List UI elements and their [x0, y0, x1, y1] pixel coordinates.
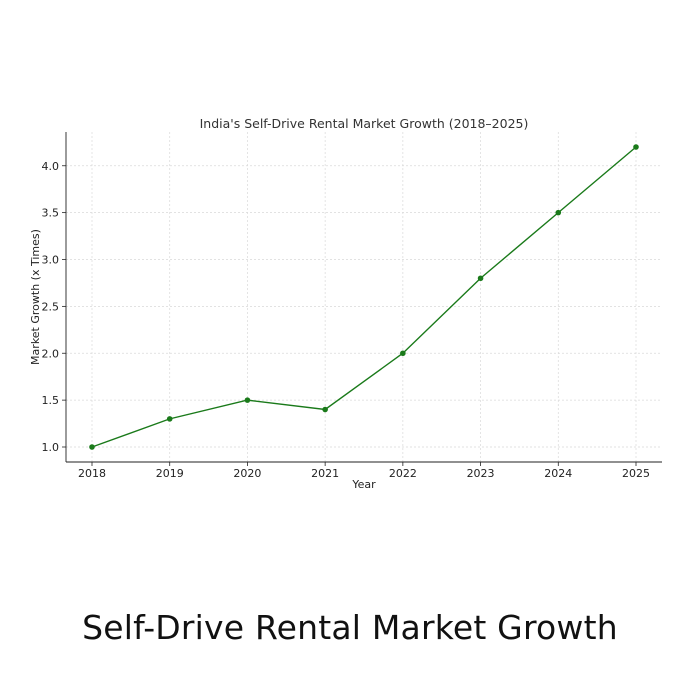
y-axis-ticks: 1.0 1.5 2.0 2.5 3.0 3.5 4.0	[42, 160, 66, 454]
line-chart: India's Self-Drive Rental Market Growth …	[29, 116, 662, 491]
data-point	[166, 416, 173, 422]
series-layer	[89, 144, 639, 450]
y-tick-label: 4.0	[42, 160, 60, 173]
x-axis-label: Year	[351, 478, 376, 491]
data-point	[555, 209, 562, 216]
series-line	[91, 146, 637, 448]
data-point	[477, 275, 484, 282]
x-tick-label: 2019	[156, 467, 184, 480]
y-tick-label: 2.5	[42, 300, 60, 313]
data-point	[89, 444, 95, 450]
y-tick-label: 1.5	[42, 394, 60, 407]
x-tick-label: 2018	[78, 467, 106, 480]
data-point	[244, 397, 251, 403]
data-point	[633, 144, 639, 150]
y-tick-label: 3.0	[42, 254, 60, 267]
y-tick-label: 2.0	[42, 347, 60, 360]
x-tick-label: 2021	[311, 467, 339, 480]
x-tick-label: 2020	[233, 467, 261, 480]
chart-title: India's Self-Drive Rental Market Growth …	[200, 116, 529, 131]
data-point	[400, 350, 406, 357]
x-tick-label: 2024	[544, 467, 572, 480]
y-tick-label: 3.5	[42, 207, 60, 220]
y-axis-label: Market Growth (x Times)	[29, 229, 42, 365]
axes	[65, 132, 662, 463]
data-point	[322, 406, 328, 413]
x-tick-label: 2022	[389, 467, 417, 480]
x-tick-label: 2025	[622, 467, 650, 480]
x-axis-ticks: 2018 2019 2020 2021 2022 2023 2024 2025	[78, 462, 650, 480]
image-caption: Self-Drive Rental Market Growth	[82, 608, 618, 647]
grid-lines	[66, 132, 662, 462]
y-tick-label: 1.0	[42, 441, 60, 454]
x-tick-label: 2023	[467, 467, 495, 480]
